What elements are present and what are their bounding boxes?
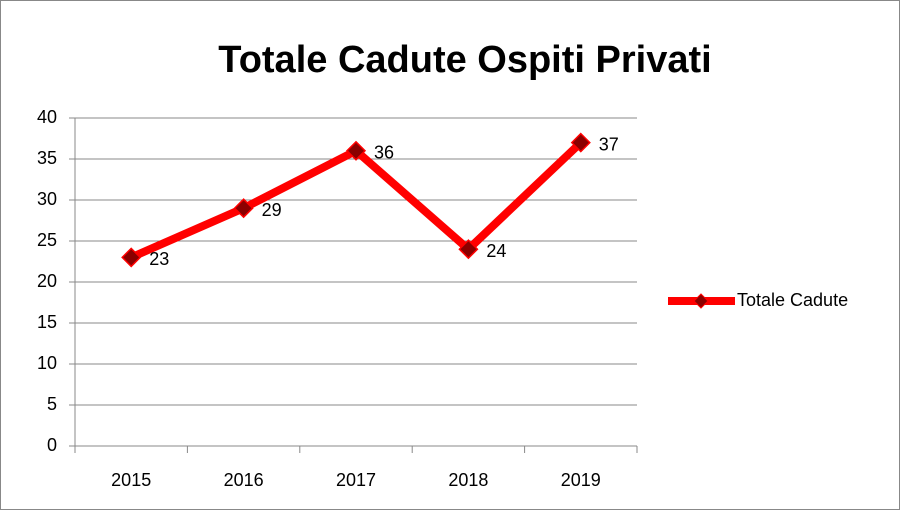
x-tick-label: 2016 <box>224 470 264 490</box>
legend-marker <box>693 293 709 309</box>
y-tick-label: 40 <box>37 107 57 127</box>
marker <box>458 239 479 260</box>
x-tick-label: 2019 <box>561 470 601 490</box>
chart-title: Totale Cadute Ospiti Privati <box>218 39 711 81</box>
data-label: 23 <box>149 249 169 269</box>
data-label: 24 <box>486 241 506 261</box>
data-label: 36 <box>374 143 394 163</box>
y-tick-label: 30 <box>37 189 57 209</box>
data-label: 29 <box>262 200 282 220</box>
marker <box>345 140 367 161</box>
legend-label: Totale Cadute <box>737 290 848 310</box>
marker <box>121 247 142 268</box>
y-tick-label: 25 <box>37 230 57 250</box>
y-tick-label: 10 <box>37 353 57 373</box>
y-tick-label: 5 <box>47 394 57 414</box>
y-tick-label: 15 <box>37 312 57 332</box>
marker <box>570 132 591 153</box>
y-tick-label: 35 <box>37 148 57 168</box>
x-tick-label: 2017 <box>336 470 376 490</box>
x-tick-label: 2015 <box>111 470 151 490</box>
marker <box>233 198 254 219</box>
y-tick-label: 0 <box>47 435 57 455</box>
x-tick-label: 2018 <box>448 470 488 490</box>
y-tick-label: 20 <box>37 271 57 291</box>
data-label: 37 <box>599 134 619 154</box>
